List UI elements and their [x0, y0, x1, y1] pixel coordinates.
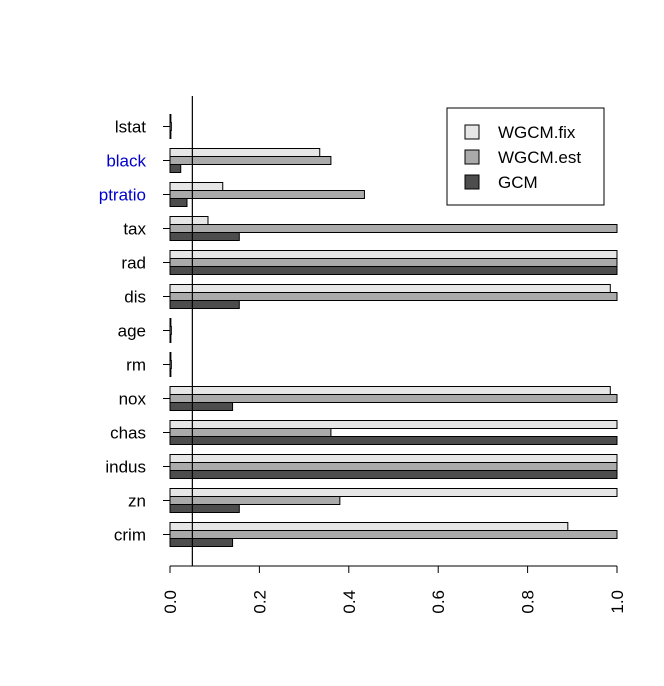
bar-tax-gcm [169, 232, 240, 241]
bar-lstat-gcm [169, 130, 172, 139]
legend-swatch-wgcm-est [464, 149, 480, 165]
x-axis: 0.0 0.2 0.4 0.6 0.8 1.0 [161, 565, 627, 614]
x-tick-label: 1.0 [608, 590, 627, 614]
y-axis: crim zn indus chas nox rm age dis rad tax ptratio b… [99, 118, 170, 545]
bar-crim-gcm [169, 538, 234, 547]
bar-black-wgcm-est [169, 156, 332, 165]
x-tick-label: 0.8 [519, 590, 538, 614]
bar-rad-gcm [169, 266, 618, 275]
bar-ptratio-gcm [169, 198, 188, 207]
bar-ptratio-wgcm-fix [169, 182, 224, 191]
bar-nox-gcm [169, 402, 234, 411]
bar-crim-wgcm-fix [169, 522, 569, 531]
y-tick-label-indus: indus [105, 458, 146, 477]
bar-age-wgcm-est [169, 326, 172, 335]
bar-rm-gcm [169, 368, 172, 377]
bar-lstat-wgcm-est [169, 122, 172, 131]
y-tick-label-black: black [106, 152, 146, 171]
y-tick-label-ptratio: ptratio [99, 186, 146, 205]
y-tick-label-age: age [118, 322, 146, 341]
y-tick-label-dis: dis [124, 288, 146, 307]
bar-tax-wgcm-est [169, 224, 618, 233]
bar-chas-wgcm-fix [169, 420, 618, 429]
bar-lstat-wgcm-fix [169, 114, 172, 123]
y-tick-label-rm: rm [126, 356, 146, 375]
bar-black-gcm [169, 164, 182, 173]
x-tick-label: 0.4 [340, 590, 359, 614]
bar-rad-wgcm-est [169, 258, 618, 267]
bar-crim-wgcm-est [169, 530, 618, 539]
y-tick-label-zn: zn [128, 492, 146, 511]
x-tick-label: 0.6 [429, 590, 448, 614]
y-tick-label-chas: chas [110, 424, 146, 443]
legend-label-wgcm-fix: WGCM.fix [498, 123, 576, 142]
bar-chas-gcm [169, 436, 618, 445]
bars-layer [169, 114, 618, 547]
bar-rm-wgcm-est [169, 360, 172, 369]
bar-zn-gcm [169, 504, 240, 513]
legend-swatch-wgcm-fix [464, 124, 480, 140]
legend-label-gcm: GCM [498, 173, 538, 192]
bar-ptratio-wgcm-est [169, 190, 365, 199]
bar-rad-wgcm-fix [169, 250, 618, 259]
bar-dis-gcm [169, 300, 240, 309]
bar-dis-wgcm-fix [169, 284, 611, 293]
bar-tax-wgcm-fix [169, 216, 209, 225]
y-tick-label-crim: crim [114, 526, 146, 545]
legend: WGCM.fix WGCM.est GCM [446, 107, 605, 206]
bar-nox-wgcm-fix [169, 386, 611, 395]
x-tick-label: 0.0 [161, 590, 180, 614]
y-tick-label-rad: rad [121, 254, 146, 273]
bar-age-wgcm-fix [169, 318, 172, 327]
bar-dis-wgcm-est [169, 292, 618, 301]
bar-chas-wgcm-est [169, 428, 332, 437]
legend-label-wgcm-est: WGCM.est [498, 148, 581, 167]
bar-age-gcm [169, 334, 172, 343]
bar-indus-wgcm-fix [169, 454, 618, 463]
bar-indus-gcm [169, 470, 618, 479]
bar-zn-wgcm-est [169, 496, 341, 505]
x-tick-label: 0.2 [250, 590, 269, 614]
bar-nox-wgcm-est [169, 394, 618, 403]
legend-swatch-gcm [464, 174, 480, 190]
bar-rm-wgcm-fix [169, 352, 172, 361]
y-tick-label-nox: nox [119, 390, 147, 409]
bar-zn-wgcm-fix [169, 488, 618, 497]
y-tick-label-tax: tax [123, 220, 146, 239]
y-tick-label-lstat: lstat [115, 118, 146, 137]
bar-indus-wgcm-est [169, 462, 618, 471]
